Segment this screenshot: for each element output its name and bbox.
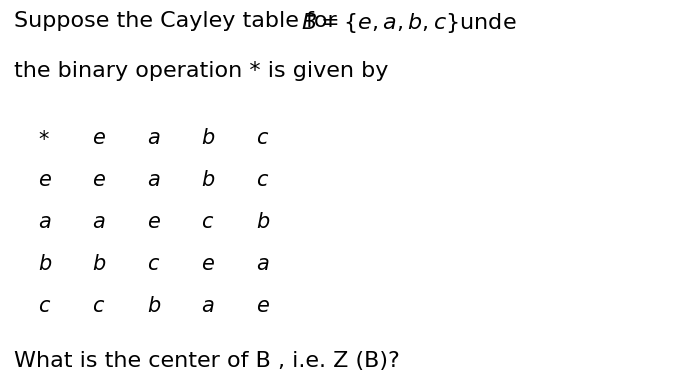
Text: $a$: $a$: [147, 128, 161, 148]
Text: $b$: $b$: [147, 296, 161, 316]
Text: the binary operation * is given by: the binary operation * is given by: [14, 61, 388, 81]
Text: $a$: $a$: [256, 254, 270, 274]
Text: $e$: $e$: [92, 170, 106, 190]
Text: $c$: $c$: [92, 296, 105, 316]
Text: $a$: $a$: [201, 296, 215, 316]
Text: $a$: $a$: [147, 170, 161, 190]
Text: $b$: $b$: [38, 254, 52, 274]
Text: $e$: $e$: [201, 254, 215, 274]
Text: $B = \{e, a, b, c\}$unde: $B = \{e, a, b, c\}$unde: [301, 11, 516, 36]
Text: $*$: $*$: [38, 128, 49, 148]
Text: Suppose the Cayley table for: Suppose the Cayley table for: [14, 11, 344, 31]
Text: $e$: $e$: [147, 212, 161, 232]
Text: $a$: $a$: [92, 212, 106, 232]
Text: $b$: $b$: [201, 170, 216, 190]
Text: $e$: $e$: [92, 128, 106, 148]
Text: $c$: $c$: [201, 212, 214, 232]
Text: What is the center of B , i.e. Z (B)?: What is the center of B , i.e. Z (B)?: [14, 351, 400, 371]
Text: $e$: $e$: [256, 296, 270, 316]
Text: $a$: $a$: [38, 212, 51, 232]
Text: $c$: $c$: [38, 296, 51, 316]
Text: $e$: $e$: [38, 170, 51, 190]
Text: $b$: $b$: [256, 212, 270, 232]
Text: $c$: $c$: [256, 128, 269, 148]
Text: $b$: $b$: [201, 128, 216, 148]
Text: $b$: $b$: [92, 254, 107, 274]
Text: $c$: $c$: [147, 254, 160, 274]
Text: $c$: $c$: [256, 170, 269, 190]
